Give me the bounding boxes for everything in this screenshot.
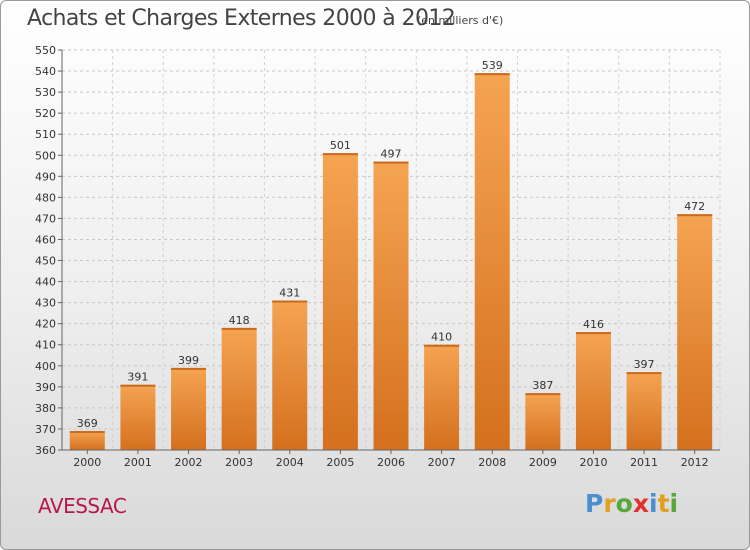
y-tick-label: 460 <box>35 233 56 246</box>
chart-title: Achats et Charges Externes 2000 à 2012 <box>27 6 456 31</box>
bar-top-edge <box>474 73 510 76</box>
bar-2007 <box>424 344 460 450</box>
bar-top-edge <box>677 214 713 217</box>
bar-top-edge <box>626 372 662 375</box>
x-tick-label: 2009 <box>529 456 557 469</box>
x-tick-label: 2004 <box>276 456 304 469</box>
bar-2006 <box>373 161 409 450</box>
logo-letter: x <box>632 489 649 518</box>
data-label-2012: 472 <box>684 200 705 213</box>
y-tick-label: 450 <box>35 255 56 268</box>
bar-2004 <box>272 300 308 450</box>
bar-2001 <box>120 384 156 450</box>
y-tick-label: 380 <box>35 402 56 415</box>
data-label-2008: 539 <box>482 59 503 72</box>
y-tick-label: 410 <box>35 339 56 352</box>
y-tick-label: 360 <box>35 444 56 457</box>
bar-2008 <box>474 73 510 450</box>
data-label-2000: 369 <box>77 417 98 430</box>
data-label-2007: 410 <box>431 331 452 344</box>
proxiti-logo: Proxiti <box>585 489 678 518</box>
data-label-2006: 497 <box>381 148 402 161</box>
bar-top-edge <box>322 153 358 156</box>
x-tick-label: 2000 <box>73 456 101 469</box>
y-tick-label: 490 <box>35 170 56 183</box>
data-label-2002: 399 <box>178 354 199 367</box>
bar-2005 <box>322 153 358 450</box>
x-tick-label: 2006 <box>377 456 405 469</box>
data-label-2010: 416 <box>583 318 604 331</box>
x-tick-label: 2011 <box>630 456 658 469</box>
bar-2011 <box>626 372 662 450</box>
data-label-2004: 431 <box>279 287 300 300</box>
bar-2012 <box>677 214 713 450</box>
bar-2010 <box>575 332 611 450</box>
y-tick-label: 420 <box>35 318 56 331</box>
logo-letter: P <box>585 489 604 518</box>
bar-top-edge <box>120 384 156 387</box>
y-axis: 360 370 380 390 400 410 420 430 440 450 460 470 480 4… <box>35 44 63 457</box>
bar-top-edge <box>525 393 561 396</box>
x-tick-label: 2001 <box>124 456 152 469</box>
logo-letter: r <box>603 489 616 518</box>
bar-top-edge <box>272 300 308 303</box>
y-tick-label: 390 <box>35 381 56 394</box>
city-name: AVESSAC <box>38 494 127 518</box>
logo-letter: i <box>649 489 658 518</box>
x-tick-label: 2003 <box>225 456 253 469</box>
data-label-2003: 418 <box>229 314 250 327</box>
x-tick-label: 2002 <box>175 456 203 469</box>
y-tick-label: 480 <box>35 191 56 204</box>
x-axis: 2000 2001 2002 2003 2004 2005 2006 2007 2008 2009… <box>62 449 720 469</box>
bar-top-edge <box>171 367 207 370</box>
bar-top-edge <box>424 344 460 347</box>
data-label-2011: 397 <box>634 358 655 371</box>
y-tick-label: 550 <box>35 44 56 57</box>
y-tick-label: 500 <box>35 149 56 162</box>
data-label-2005: 501 <box>330 139 351 152</box>
y-tick-label: 470 <box>35 212 56 225</box>
bar-top-edge <box>221 327 257 330</box>
bar-top-edge <box>69 431 105 434</box>
y-tick-label: 430 <box>35 297 56 310</box>
y-tick-label: 440 <box>35 276 56 289</box>
y-tick-label: 370 <box>35 423 56 436</box>
y-tick-label: 540 <box>35 65 56 78</box>
logo-letter: t <box>657 489 670 518</box>
y-tick-label: 520 <box>35 107 56 120</box>
data-label-2001: 391 <box>127 371 148 384</box>
y-tick-label: 510 <box>35 128 56 141</box>
x-tick-label: 2005 <box>326 456 354 469</box>
x-tick-label: 2008 <box>478 456 506 469</box>
bar-2009 <box>525 393 561 450</box>
bar-top-edge <box>373 161 409 164</box>
logo-letter: o <box>615 489 633 518</box>
bars: 369 391 399 418 431 501 497 410 539 387 416 397 472 <box>69 59 713 450</box>
logo-letter: i <box>669 489 679 518</box>
chart-subtitle: (en milliers d'€) <box>417 14 504 27</box>
bar-top-edge <box>575 332 611 335</box>
data-label-2009: 387 <box>532 379 553 392</box>
x-tick-label: 2010 <box>579 456 607 469</box>
x-tick-label: 2007 <box>428 456 456 469</box>
bar-2003 <box>221 327 257 450</box>
y-tick-label: 530 <box>35 86 56 99</box>
bar-2002 <box>171 367 207 450</box>
y-tick-label: 400 <box>35 360 56 373</box>
bar-2000 <box>69 431 105 450</box>
x-tick-label: 2012 <box>681 456 709 469</box>
